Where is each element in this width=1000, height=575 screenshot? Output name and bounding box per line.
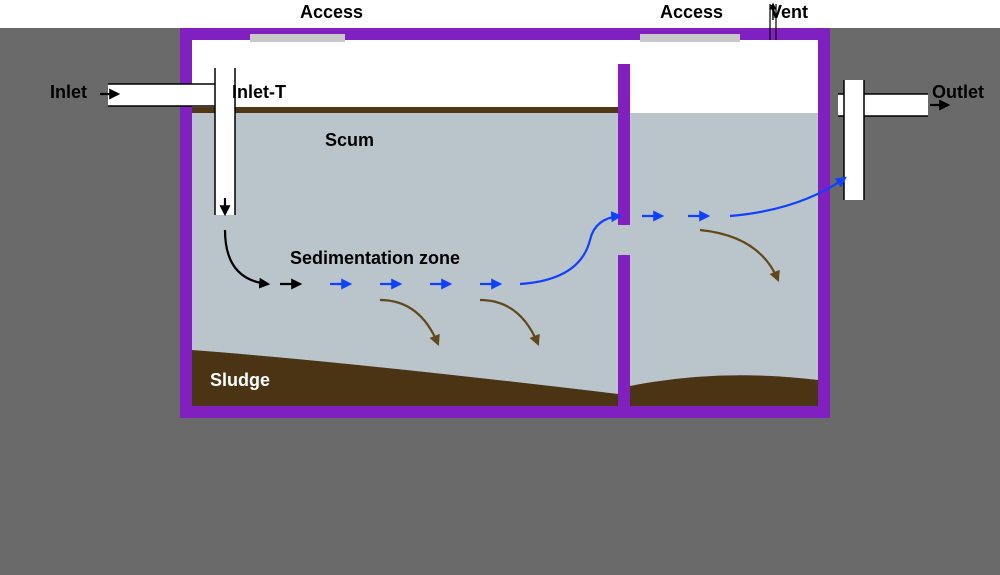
septic-tank-diagram xyxy=(0,0,1000,575)
label-inlet-t: Inlet-T xyxy=(232,82,286,103)
label-sedimentation: Sedimentation zone xyxy=(290,248,460,269)
label-outlet: Outlet xyxy=(932,82,984,103)
label-access-2: Access xyxy=(660,2,723,23)
label-sludge: Sludge xyxy=(210,370,270,391)
label-access-1: Access xyxy=(300,2,363,23)
label-inlet: Inlet xyxy=(50,82,87,103)
label-scum: Scum xyxy=(325,130,374,151)
label-vent: Vent xyxy=(770,2,808,23)
